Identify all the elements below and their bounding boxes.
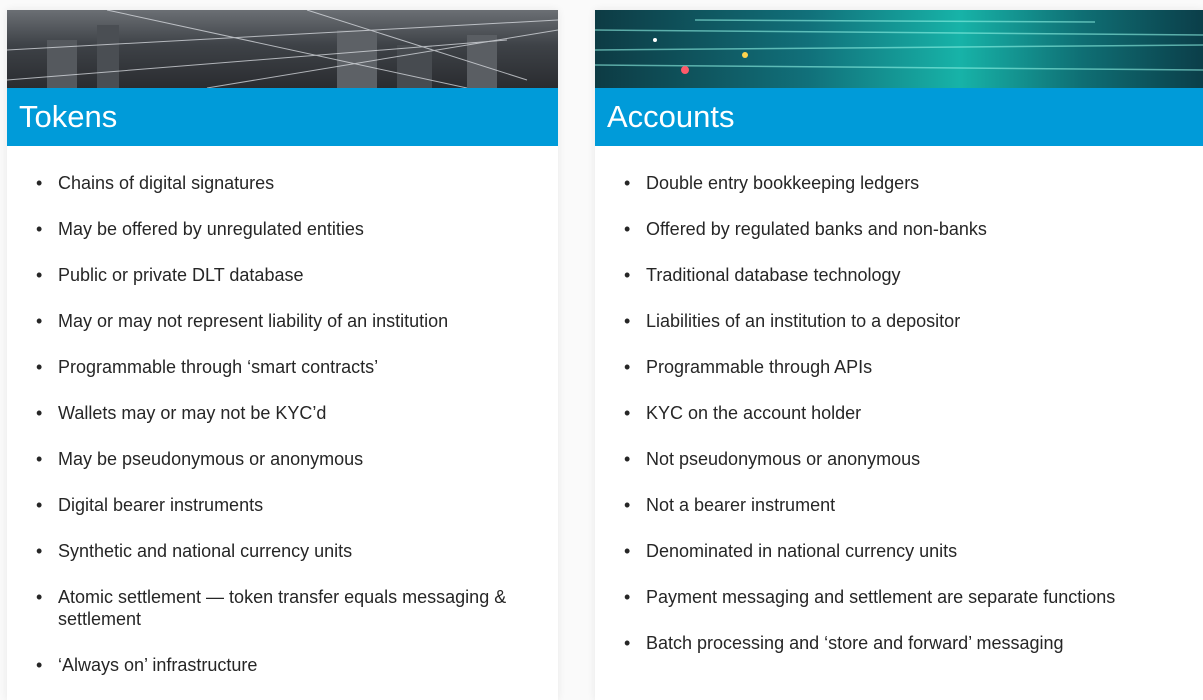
card-title: Tokens (7, 88, 558, 146)
bullet-item: Wallets may or may not be KYC’d (36, 402, 528, 424)
bullet-item: May be offered by unregulated entities (36, 218, 528, 240)
bullet-item: Double entry bookkeeping ledgers (624, 172, 1146, 194)
bullet-item: Not a bearer instrument (624, 494, 1146, 516)
card-title: Accounts (595, 88, 1203, 146)
bullet-item: May or may not represent liability of an… (36, 310, 528, 332)
bullet-item: Chains of digital signatures (36, 172, 528, 194)
header-image (595, 10, 1203, 88)
tokens-card: Tokens Chains of digital signatures May b… (7, 10, 558, 700)
bullet-item: May be pseudonymous or anonymous (36, 448, 528, 470)
bullet-item: KYC on the account holder (624, 402, 1146, 424)
bullet-item: Digital bearer instruments (36, 494, 528, 516)
bullet-item: ‘Always on’ infrastructure (36, 654, 528, 676)
bullet-item: Batch processing and ‘store and forward’… (624, 632, 1146, 654)
bullet-item: Programmable through APIs (624, 356, 1146, 378)
bullet-item: Traditional database technology (624, 264, 1146, 286)
bullet-list: Chains of digital signatures May be offer… (36, 172, 528, 700)
accounts-card: Accounts Double entry bookkeeping ledger… (595, 10, 1203, 700)
bullet-item: Atomic settlement — token transfer equal… (36, 586, 528, 630)
header-image (7, 10, 558, 88)
light-streaks (595, 19, 1203, 74)
bullet-item: Programmable through ‘smart contracts’ (36, 356, 528, 378)
bullet-item: Payment messaging and settlement are sep… (624, 586, 1146, 608)
bullet-item: Public or private DLT database (36, 264, 528, 286)
bullet-item: Offered by regulated banks and non-banks (624, 218, 1146, 240)
bullet-item: Synthetic and national currency units (36, 540, 528, 562)
bullet-item: Liabilities of an institution to a depos… (624, 310, 1146, 332)
bullet-item: Denominated in national currency units (624, 540, 1146, 562)
city-network (7, 10, 558, 88)
bullet-list: Double entry bookkeeping ledgers Offered … (624, 172, 1146, 678)
bullet-item: Not pseudonymous or anonymous (624, 448, 1146, 470)
